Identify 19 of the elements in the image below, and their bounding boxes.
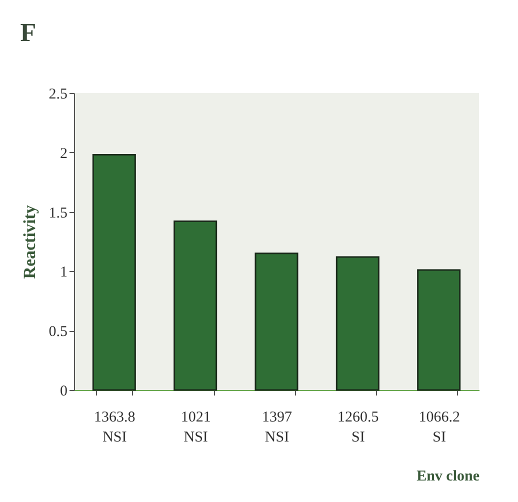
y-tick-label: 2.5 xyxy=(48,86,68,102)
bar xyxy=(174,220,218,391)
y-tick-label: 1.5 xyxy=(48,205,68,222)
y-tick-label: 0 xyxy=(60,384,68,400)
bar xyxy=(254,252,298,391)
x-tick-label: 1021 NSI xyxy=(180,410,211,446)
y-tick-label: 0.5 xyxy=(48,324,68,340)
x-tick-label: 1363.8 NSI xyxy=(94,410,136,446)
y-tick-label: 1 xyxy=(60,264,68,281)
y-axis-title: Reactivity xyxy=(20,204,39,279)
chart-title: F xyxy=(20,18,36,47)
bar xyxy=(336,256,380,391)
x-tick-label: 1397 NSI xyxy=(262,410,292,446)
x-tick-label: 1260.5 SI xyxy=(338,410,379,446)
x-tick-label: 1066.2 SI xyxy=(418,410,460,446)
y-tick-label: 2 xyxy=(60,146,68,162)
bar xyxy=(417,269,461,391)
x-axis-title: Env clone xyxy=(416,468,480,484)
bar xyxy=(92,154,136,391)
